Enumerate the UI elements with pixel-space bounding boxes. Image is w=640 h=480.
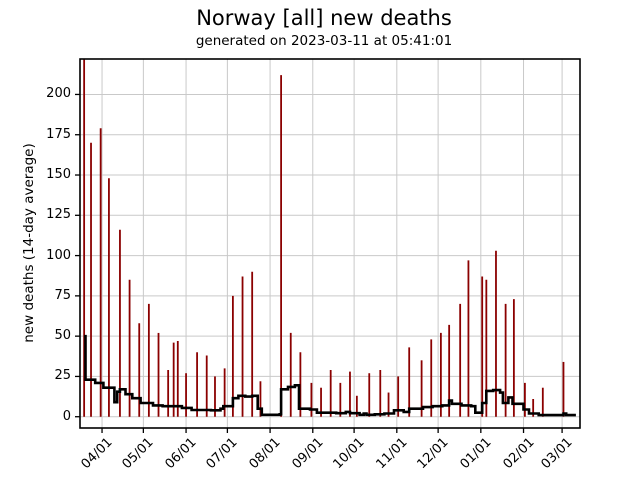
y-tick-label: 150 [46,167,71,183]
chart-subtitle: generated on 2023-03-11 at 05:41:01 [195,33,453,49]
y-tick-label: 175 [46,126,71,142]
y-tick-label: 100 [46,247,71,263]
y-tick-label: 25 [54,368,71,384]
y-tick-label: 75 [54,287,71,303]
chart-title: Norway [all] new deaths [196,6,452,30]
plot-border [79,58,581,429]
y-tick-label: 125 [46,207,71,223]
y-axis-label: new deaths (14-day average) [21,143,37,343]
average-line [84,334,576,417]
y-tick-label: 50 [54,328,71,344]
y-tick-label: 200 [46,86,71,102]
y-tick-label: 0 [62,408,71,424]
